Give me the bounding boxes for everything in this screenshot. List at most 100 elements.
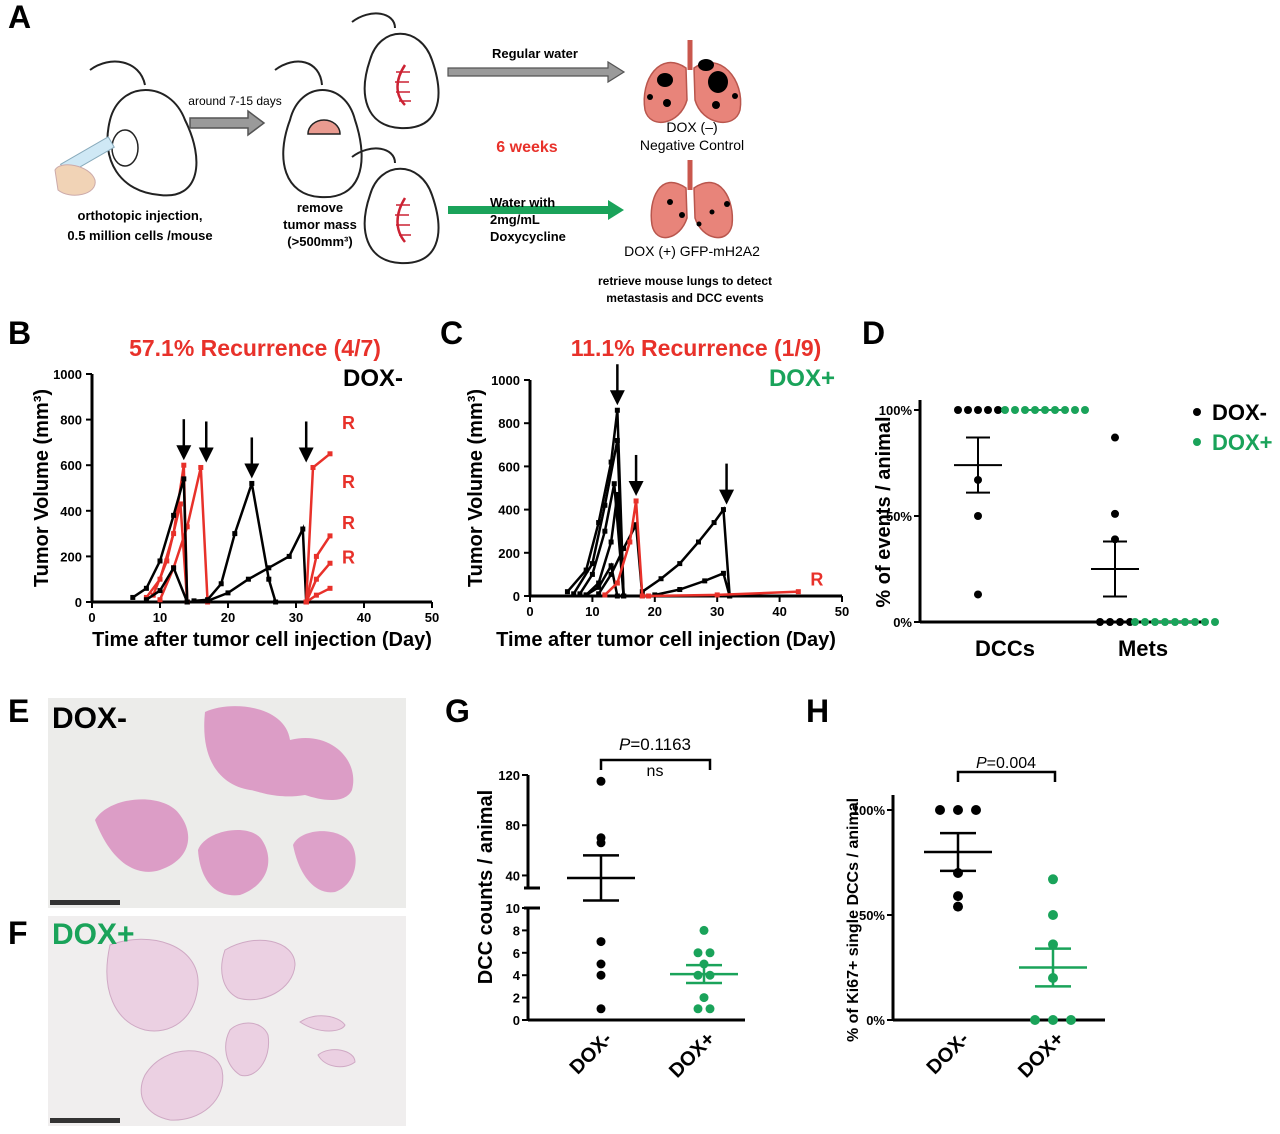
removal-caption-1: remove (297, 200, 343, 215)
chart-b-y-tick-label: 200 (60, 549, 82, 564)
chart-c-group: DOX+ (769, 365, 835, 392)
chart-c-data-point (658, 576, 664, 582)
chart-b-data-point (130, 594, 136, 600)
chart-h-point (1048, 874, 1058, 885)
panel-label-d: D (862, 315, 885, 351)
chart-g-point (705, 1004, 715, 1014)
chart-d-point (964, 406, 972, 414)
chart-b-data-point (205, 598, 211, 604)
chart-b-data-point (266, 565, 272, 571)
chart-g-point (693, 948, 703, 958)
chart-b-data-point (249, 480, 255, 486)
chart-g-y-tick-label: 6 (513, 946, 520, 961)
chart-g-pvalue: P=0.1163 (619, 735, 691, 754)
chart-c-data-point (614, 593, 620, 599)
dox-water-line-1: Water with (490, 195, 555, 210)
chart-c-data-point (720, 507, 726, 513)
panel-c-chart: C 11.1% Recurrence (1/9) DOX+ Tumor Volu… (440, 315, 849, 651)
chart-g-y-tick-label: 4 (513, 968, 521, 983)
chart-c-data-point (614, 437, 620, 443)
chart-c-x-tick-label: 0 (526, 604, 533, 619)
panel-label-g: G (445, 693, 470, 729)
chart-h-point (953, 891, 963, 902)
chart-g-point (596, 970, 606, 980)
panel-label-c: C (440, 315, 463, 351)
chart-g-point (596, 937, 606, 947)
chart-c-data-point (602, 502, 608, 508)
chart-b-data-point (310, 464, 316, 470)
histology-f-label: DOX+ (52, 918, 135, 951)
chart-c-data-point (614, 491, 620, 497)
mouse-injection-icon (54, 60, 198, 197)
dox-water-line-2: 2mg/mL (490, 212, 540, 227)
duration-label: 6 weeks (496, 139, 557, 156)
panel-label-a: A (8, 0, 31, 35)
chart-b-data-point (273, 599, 279, 605)
chart-b-data-point (218, 581, 224, 587)
chart-b-data-point (327, 451, 333, 457)
chart-c-series-line (604, 500, 799, 598)
chart-c-data-point (627, 539, 633, 545)
chart-g-y-tick-label: 40 (506, 868, 520, 883)
injection-caption-1: orthotopic injection, (78, 208, 203, 223)
chart-b-x-tick-label: 50 (425, 610, 439, 625)
chart-c-data-point (727, 593, 733, 599)
regular-water-arrow (447, 60, 626, 84)
retrieve-line-1: retrieve mouse lungs to detect (598, 274, 772, 288)
chart-b-data-point (157, 588, 163, 594)
step-arrow-1 (189, 109, 266, 137)
chart-g-point (596, 838, 606, 848)
chart-b-data-point (266, 576, 272, 582)
legend-dox-minus: DOX- (1212, 400, 1267, 425)
chart-h-point (1048, 1015, 1058, 1025)
chart-h-point (1066, 1015, 1076, 1025)
mouse-post-surgery-bottom (351, 147, 440, 265)
chart-b-x-tick-label: 0 (88, 610, 95, 625)
chart-b-title: 57.1% Recurrence (4/7) (129, 335, 381, 361)
chart-b-data-point (198, 464, 204, 470)
chart-d-y-tick-label: 100% (879, 403, 913, 418)
chart-g-category-label: DOX- (566, 1028, 617, 1079)
chart-b-data-point (313, 576, 319, 582)
chart-h-point (953, 901, 963, 912)
chart-h-pvalue: P=0.004 (976, 755, 1036, 772)
legend-dox-plus: DOX+ (1212, 430, 1273, 455)
chart-g-point (699, 925, 709, 935)
dox-water-arrow (448, 200, 624, 220)
chart-c-data-point (611, 481, 617, 487)
chart-c-data-point (711, 520, 717, 526)
chart-b-ylabel: Tumor Volume (mm³) (31, 389, 53, 587)
chart-c-data-point (583, 592, 589, 598)
lungs-many-metastases-icon (643, 40, 742, 124)
chart-d-category-label: Mets (1118, 636, 1168, 661)
chart-g-point (693, 1004, 703, 1014)
panel-label-e: E (8, 693, 29, 729)
dox-water-line-3: Doxycycline (490, 229, 566, 244)
chart-c-data-point (702, 578, 708, 584)
chart-g-y-tick-label: 80 (506, 818, 520, 833)
chart-c-data-point (608, 459, 614, 465)
removal-caption-2: tumor mass (283, 217, 357, 232)
chart-c-data-point (695, 539, 701, 545)
chart-c-data-point (589, 561, 595, 567)
chart-d-point (1001, 406, 1009, 414)
chart-b-recurrence-marker: R (342, 472, 355, 492)
chart-g-y-tick-label: 120 (498, 768, 520, 783)
chart-d-point (954, 406, 962, 414)
panel-label-h: H (806, 693, 829, 729)
chart-b-data-point (181, 476, 187, 482)
chart-d-point (994, 406, 1002, 414)
chart-b-data-point (286, 553, 292, 559)
chart-c-data-point (614, 407, 620, 413)
step-arrow-label: around 7-15 days (188, 94, 281, 108)
chart-d-point (1111, 433, 1119, 442)
negative-control-line-2: Negative Control (640, 137, 744, 153)
chart-b-y-tick-label: 1000 (53, 367, 82, 382)
chart-h-y-tick-label: 50% (859, 908, 885, 923)
chart-g-y-tick-label: 8 (513, 923, 520, 938)
mouse-tumor-icon (274, 60, 363, 199)
chart-b-recurrence-marker: R (342, 547, 355, 567)
chart-b-data-point (300, 526, 306, 532)
chart-b-data-point (143, 585, 149, 591)
chart-c-data-point (614, 580, 620, 586)
